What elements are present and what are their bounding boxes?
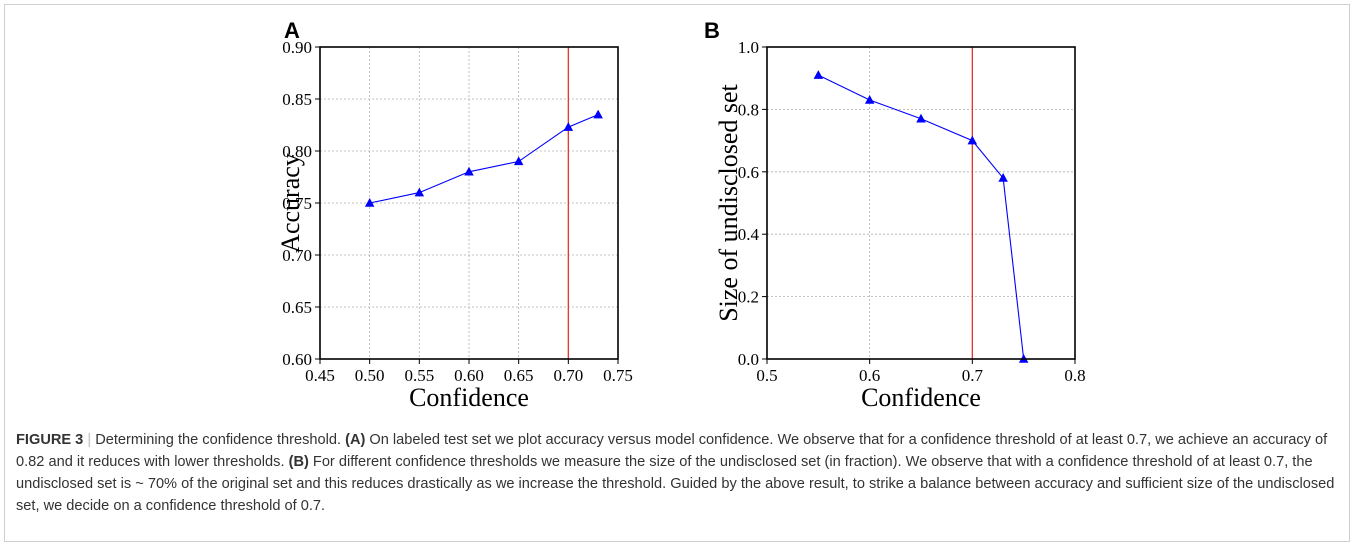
y-tick-label: 0.4: [738, 225, 760, 244]
data-point: [464, 166, 474, 176]
x-axis-label: Confidence: [861, 383, 981, 412]
x-tick-label: 0.65: [504, 366, 534, 385]
data-point: [916, 113, 926, 123]
y-tick-label: 0.0: [738, 350, 759, 369]
caption-title: Determining the confidence threshold.: [91, 432, 346, 448]
figure-frame: [4, 4, 1350, 542]
chart-panel-a: 0.45 0.50 0.55 0.60 0.65 0.70 0.75 0.60 0.65 0.70…: [276, 18, 633, 412]
data-point: [998, 173, 1008, 182]
x-tick-label: 0.60: [454, 366, 484, 385]
x-tick-label: 0.75: [603, 366, 633, 385]
panel-label-b: B: [704, 18, 720, 43]
y-tick-label: 0.8: [738, 100, 759, 119]
y-tick-label: 1.0: [738, 38, 759, 57]
data-point: [593, 109, 603, 119]
y-tick-label: 0.85: [282, 90, 312, 109]
y-tick-label: 0.75: [282, 194, 312, 213]
caption-part-a-label: (A): [345, 432, 366, 448]
axes-frame: [766, 46, 1076, 360]
y-axis-label: Accuracy: [276, 153, 305, 253]
panel-label-a: A: [284, 18, 300, 43]
series-line: [818, 74, 1025, 360]
chart-panel-b: 0.5 0.6 0.7 0.8 0.0 0.2 0.4 0.6 0.8 1.0 Confidence…: [704, 18, 1086, 412]
data-point: [864, 95, 875, 104]
x-tick-label: 0.5: [756, 366, 777, 385]
x-tick-label: 0.70: [553, 366, 583, 385]
figure-charts: 0.45 0.50 0.55 0.60 0.65 0.70 0.750.600.650.70…: [276, 18, 1086, 412]
x-tick-label: 0.55: [404, 366, 434, 385]
data-point: [513, 156, 524, 166]
x-tick-label: 0.7: [962, 366, 984, 385]
caption-part-b-text: For different confidence thresholds we m…: [16, 454, 1335, 514]
caption-part-b-label: (B): [288, 454, 309, 470]
figure-caption: FIGURE 3 | Determining the confidence th…: [16, 429, 1336, 517]
caption-separator: |: [87, 432, 92, 448]
y-tick-label: 0.2: [738, 288, 759, 307]
y-axis-label: Size of undisclosed set: [714, 83, 743, 321]
y-tick-label: 0.70: [282, 246, 312, 265]
x-tick-label: 0.8: [1064, 366, 1085, 385]
data-point: [967, 135, 978, 145]
data-point: [563, 122, 574, 131]
data-point: [813, 70, 824, 79]
x-axis-label: Confidence: [409, 383, 529, 412]
data-point: [414, 187, 425, 197]
y-tick-label: 0.6: [738, 163, 759, 182]
x-tick-label: 0.50: [355, 366, 385, 385]
series-line: [369, 114, 599, 204]
x-tick-label: 0.6: [859, 366, 880, 385]
y-tick-label: 0.80: [282, 142, 312, 161]
y-tick-label: 0.90: [282, 38, 312, 57]
y-tick-label: 0.65: [282, 298, 312, 317]
figure-label: FIGURE 3: [16, 432, 84, 448]
y-tick-label: 0.60: [282, 350, 312, 369]
x-tick-label: 0.45: [305, 366, 335, 385]
data-point: [364, 198, 375, 207]
caption-part-a-text: On labeled test set we plot accuracy ver…: [16, 432, 1328, 470]
